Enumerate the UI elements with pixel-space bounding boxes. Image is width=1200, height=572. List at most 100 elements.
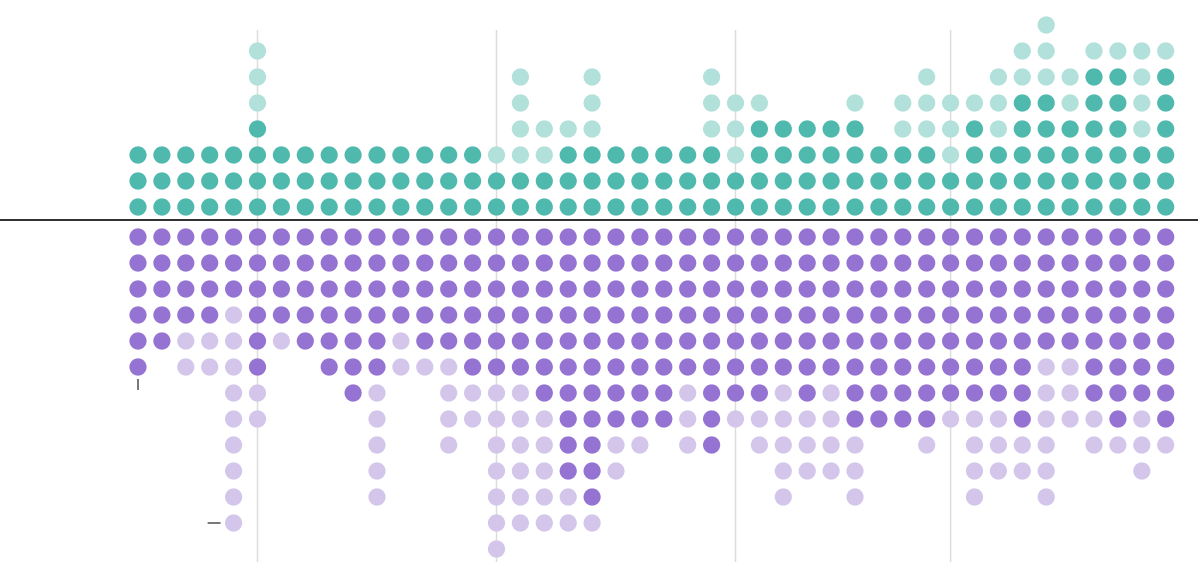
dot-down-dark — [989, 358, 1008, 376]
dot-up-dark — [583, 146, 601, 164]
dot-up-dark — [942, 172, 960, 190]
dot-up-light — [583, 120, 601, 138]
dot-down-dark — [894, 228, 912, 246]
dot-up-light — [989, 68, 1008, 86]
dot-down-dark — [153, 332, 171, 350]
dot-down-dark — [129, 358, 147, 376]
dot-up-dark — [1109, 198, 1127, 216]
dot-up-dark — [607, 172, 625, 190]
dot-down-dark — [129, 280, 147, 298]
dot-down-dark — [583, 306, 601, 324]
dot-down-dark — [726, 280, 745, 298]
dot-up-light — [511, 120, 529, 138]
dot-up-light — [942, 94, 960, 112]
dot-down-light — [225, 384, 243, 402]
dot-down-light — [1085, 410, 1103, 428]
dot-down-dark — [225, 254, 243, 272]
dot-down-dark — [846, 280, 864, 298]
dot-down-dark — [559, 254, 577, 272]
dot-down-light — [487, 488, 506, 506]
dot-up-dark — [1037, 172, 1055, 190]
dot-down-dark — [201, 306, 219, 324]
dot-down-dark — [464, 254, 482, 272]
dot-down-dark — [750, 228, 769, 246]
dot-down-light — [774, 462, 792, 480]
dot-up-dark — [559, 198, 577, 216]
dot-up-light — [1133, 94, 1151, 112]
dot-up-light — [703, 94, 721, 112]
dot-down-light — [989, 410, 1008, 428]
dot-down-dark — [559, 462, 577, 480]
dot-down-light — [535, 462, 553, 480]
dot-down-light — [846, 462, 864, 480]
dot-up-light — [535, 146, 553, 164]
dot-down-dark — [1037, 332, 1055, 350]
dot-up-dark — [631, 172, 649, 190]
dot-down-light — [798, 410, 816, 428]
dot-down-dark — [894, 332, 912, 350]
dot-down-dark — [750, 254, 769, 272]
dot-down-light — [177, 332, 195, 350]
dot-up-light — [894, 120, 912, 138]
dot-down-dark — [870, 280, 888, 298]
dot-up-dark — [918, 146, 936, 164]
dot-down-light — [989, 462, 1008, 480]
dot-up-dark — [703, 146, 721, 164]
dot-down-dark — [248, 254, 267, 272]
dot-up-dark — [607, 146, 625, 164]
dot-up-dark — [655, 172, 673, 190]
dot-down-light — [511, 436, 529, 454]
dot-up-dark — [1061, 198, 1079, 216]
dot-down-light — [225, 488, 243, 506]
dot-down-light — [1061, 410, 1079, 428]
dot-down-dark — [153, 254, 171, 272]
dot-up-light — [1037, 16, 1055, 34]
dot-up-dark — [225, 198, 243, 216]
dot-down-dark — [1013, 280, 1031, 298]
dot-down-dark — [774, 280, 792, 298]
dot-down-dark — [248, 306, 267, 324]
dot-up-dark — [296, 198, 314, 216]
dot-down-dark — [798, 280, 816, 298]
dot-down-light — [798, 462, 816, 480]
dot-down-light — [535, 488, 553, 506]
dot-up-dark — [272, 198, 290, 216]
dot-down-dark — [248, 228, 267, 246]
dot-up-dark — [1157, 94, 1175, 112]
dot-up-dark — [392, 172, 410, 190]
dot-up-dark — [1133, 198, 1151, 216]
dot-down-light — [511, 488, 529, 506]
dot-down-light — [1109, 436, 1127, 454]
dot-down-dark — [1013, 332, 1031, 350]
dot-down-dark — [798, 332, 816, 350]
dot-down-dark — [320, 280, 338, 298]
dot-up-dark — [846, 198, 864, 216]
dot-down-dark — [1013, 228, 1031, 246]
dot-down-light — [822, 410, 840, 428]
dot-down-dark — [822, 228, 840, 246]
dot-up-dark — [846, 120, 864, 138]
dot-down-light — [1133, 462, 1151, 480]
dot-down-dark — [248, 332, 267, 350]
dot-down-light — [487, 462, 506, 480]
dot-down-dark — [511, 254, 529, 272]
dot-down-light — [535, 436, 553, 454]
dot-up-dark — [344, 172, 362, 190]
dot-up-dark — [201, 172, 219, 190]
dot-up-dark — [989, 146, 1008, 164]
dot-up-dark — [296, 172, 314, 190]
dot-down-dark — [487, 306, 506, 324]
dot-up-light — [535, 120, 553, 138]
dot-down-light — [440, 410, 458, 428]
dot-down-dark — [344, 228, 362, 246]
dot-down-dark — [965, 280, 984, 298]
dot-up-dark — [129, 198, 147, 216]
dot-up-dark — [511, 198, 529, 216]
dot-down-dark — [965, 332, 984, 350]
dot-up-dark — [655, 146, 673, 164]
dot-down-dark — [177, 228, 195, 246]
dot-down-dark — [989, 384, 1008, 402]
dot-down-dark — [296, 332, 314, 350]
dot-up-light — [487, 146, 506, 164]
